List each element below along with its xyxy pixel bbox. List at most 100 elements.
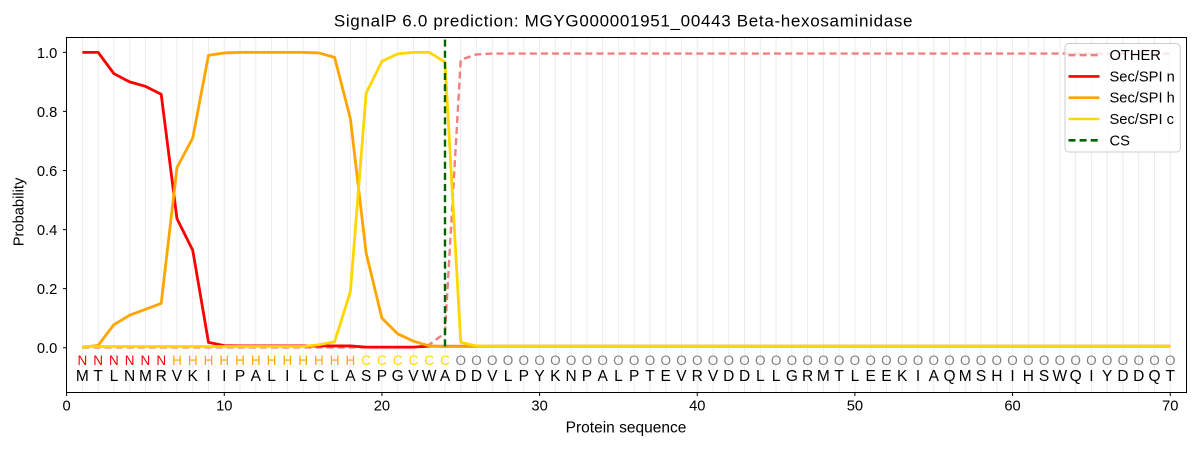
svg-text:O: O <box>865 353 876 368</box>
svg-text:O: O <box>1007 353 1018 368</box>
svg-text:L: L <box>851 368 860 385</box>
svg-text:C: C <box>361 353 371 368</box>
svg-text:O: O <box>566 353 577 368</box>
svg-text:O: O <box>818 353 829 368</box>
svg-text:0.4: 0.4 <box>37 223 57 239</box>
svg-text:A: A <box>597 368 608 385</box>
svg-text:E: E <box>661 368 671 385</box>
svg-text:N: N <box>566 368 577 385</box>
svg-text:40: 40 <box>689 399 705 415</box>
svg-text:D: D <box>723 368 734 385</box>
svg-text:0.6: 0.6 <box>37 164 57 180</box>
svg-text:O: O <box>1039 353 1050 368</box>
svg-text:O: O <box>944 353 955 368</box>
svg-text:O: O <box>487 353 498 368</box>
svg-text:I: I <box>1010 368 1014 385</box>
svg-text:O: O <box>1118 353 1129 368</box>
svg-text:SignalP 6.0 prediction: MGYG00: SignalP 6.0 prediction: MGYG000001951_00… <box>334 12 913 31</box>
svg-text:N: N <box>93 353 103 368</box>
svg-text:O: O <box>928 353 939 368</box>
svg-text:A: A <box>440 368 451 385</box>
svg-text:O: O <box>582 353 593 368</box>
svg-text:O: O <box>455 353 466 368</box>
svg-text:S: S <box>1039 368 1049 385</box>
svg-text:I: I <box>206 368 210 385</box>
svg-text:V: V <box>408 368 419 385</box>
svg-text:Q: Q <box>1148 368 1160 385</box>
svg-text:C: C <box>440 353 450 368</box>
svg-text:T: T <box>834 368 844 385</box>
svg-text:D: D <box>1117 368 1128 385</box>
svg-text:Probability: Probability <box>12 177 28 246</box>
svg-text:O: O <box>645 353 656 368</box>
svg-text:H: H <box>298 353 308 368</box>
svg-text:W: W <box>1053 368 1068 385</box>
svg-text:O: O <box>1149 353 1160 368</box>
svg-text:Y: Y <box>534 368 544 385</box>
svg-text:D: D <box>739 368 750 385</box>
svg-text:O: O <box>629 353 640 368</box>
svg-text:O: O <box>787 353 798 368</box>
svg-text:D: D <box>471 368 482 385</box>
svg-text:C: C <box>313 368 324 385</box>
svg-text:60: 60 <box>1004 399 1020 415</box>
svg-text:Sec/SPI n: Sec/SPI n <box>1110 69 1175 85</box>
svg-text:W: W <box>422 368 437 385</box>
svg-text:O: O <box>660 353 671 368</box>
svg-text:Y: Y <box>1102 368 1112 385</box>
svg-text:O: O <box>613 353 624 368</box>
svg-text:O: O <box>471 353 482 368</box>
svg-text:O: O <box>1055 353 1066 368</box>
svg-text:L: L <box>267 368 276 385</box>
svg-text:H: H <box>314 353 324 368</box>
svg-text:P: P <box>519 368 529 385</box>
svg-text:O: O <box>771 353 782 368</box>
svg-text:V: V <box>172 368 183 385</box>
svg-text:A: A <box>251 368 262 385</box>
svg-text:O: O <box>1133 353 1144 368</box>
svg-text:Q: Q <box>1070 368 1082 385</box>
svg-text:K: K <box>897 368 908 385</box>
svg-text:O: O <box>992 353 1003 368</box>
svg-text:H: H <box>346 353 356 368</box>
svg-text:S: S <box>361 368 371 385</box>
svg-text:O: O <box>1165 353 1176 368</box>
svg-text:O: O <box>976 353 987 368</box>
svg-text:O: O <box>597 353 608 368</box>
svg-text:Sec/SPI h: Sec/SPI h <box>1110 91 1175 107</box>
svg-text:O: O <box>1102 353 1113 368</box>
svg-text:L: L <box>330 368 339 385</box>
svg-text:H: H <box>267 353 277 368</box>
svg-text:V: V <box>708 368 719 385</box>
svg-text:Sec/SPI c: Sec/SPI c <box>1110 112 1175 128</box>
svg-text:G: G <box>392 368 404 385</box>
svg-text:N: N <box>141 353 151 368</box>
svg-text:O: O <box>913 353 924 368</box>
svg-text:C: C <box>409 353 419 368</box>
svg-text:O: O <box>739 353 750 368</box>
svg-text:0.0: 0.0 <box>37 341 57 357</box>
svg-text:P: P <box>377 368 387 385</box>
svg-text:I: I <box>285 368 289 385</box>
svg-text:O: O <box>850 353 861 368</box>
svg-text:O: O <box>881 353 892 368</box>
svg-text:Protein sequence: Protein sequence <box>566 419 687 436</box>
svg-text:N: N <box>109 353 119 368</box>
svg-text:R: R <box>802 368 813 385</box>
svg-text:O: O <box>692 353 703 368</box>
svg-text:I: I <box>222 368 226 385</box>
svg-text:L: L <box>110 368 119 385</box>
svg-text:N: N <box>124 368 135 385</box>
svg-text:H: H <box>235 353 245 368</box>
svg-text:H: H <box>282 353 292 368</box>
svg-text:L: L <box>772 368 781 385</box>
svg-text:S: S <box>976 368 986 385</box>
svg-text:OTHER: OTHER <box>1110 48 1161 64</box>
svg-text:1.0: 1.0 <box>37 46 57 62</box>
svg-text:O: O <box>802 353 813 368</box>
svg-text:0.8: 0.8 <box>37 105 57 121</box>
svg-text:M: M <box>817 368 830 385</box>
svg-text:L: L <box>614 368 623 385</box>
svg-text:M: M <box>139 368 152 385</box>
svg-text:O: O <box>960 353 971 368</box>
